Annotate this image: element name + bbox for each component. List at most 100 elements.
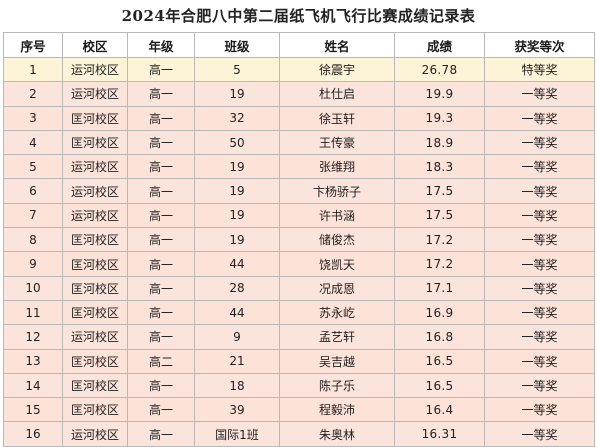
cell-score: 16.4 [394,397,485,423]
cell-name: 王传豪 [279,129,395,156]
cell-award: 一等奖 [484,227,595,253]
cell-rank: 13 [3,348,63,374]
table-body: 1 运河校区 高一 5 徐震宇 26.78 特等奖 2 运河校区 高一 19 杜仕启 19.9 一等奖 3 匡… [3,56,595,447]
cell-score: 16.9 [394,299,485,326]
header-name: 姓名 [279,32,395,58]
table-row: 13 匡河校区 高二 21 吴吉越 16.5 一等奖 [3,348,595,374]
cell-campus: 匡河校区 [62,275,128,301]
cell-grade: 高一 [127,227,195,253]
cell-name: 朱奥林 [279,421,395,447]
cell-award: 一等奖 [484,202,595,229]
cell-rank: 1 [3,56,63,83]
cell-score: 17.5 [394,178,485,204]
cell-score: 17.1 [394,275,485,301]
cell-rank: 4 [3,129,63,156]
cell-name: 许书涵 [279,202,395,229]
cell-class: 21 [194,348,280,374]
cell-grade: 高一 [127,299,195,326]
cell-grade: 高一 [127,178,195,204]
cell-score: 18.3 [394,154,485,180]
header-score: 成绩 [394,32,485,58]
cell-campus: 匡河校区 [62,397,128,423]
cell-grade: 高一 [127,105,195,131]
table-row: 10 匡河校区 高一 28 况成恩 17.1 一等奖 [3,275,595,301]
cell-campus: 匡河校区 [62,348,128,374]
cell-class: 28 [194,275,280,301]
cell-name: 徐震宇 [279,56,395,83]
cell-campus: 运河校区 [62,324,128,350]
cell-class: 50 [194,129,280,156]
header-award: 获奖等次 [484,32,595,58]
cell-rank: 14 [3,372,63,399]
cell-rank: 11 [3,299,63,326]
header-class: 班级 [194,32,280,58]
header-row: 序号 校区 年级 班级 姓名 成绩 获奖等次 [3,32,595,58]
cell-class: 18 [194,372,280,399]
cell-award: 一等奖 [484,251,595,277]
cell-award: 一等奖 [484,421,595,447]
cell-grade: 高一 [127,324,195,350]
cell-rank: 6 [3,178,63,204]
cell-grade: 高一 [127,421,195,447]
cell-class: 39 [194,397,280,423]
cell-score: 18.9 [394,129,485,156]
table-row: 9 匡河校区 高一 44 饶凯天 17.2 一等奖 [3,251,595,277]
cell-class: 9 [194,324,280,350]
cell-score: 16.8 [394,324,485,350]
cell-score: 26.78 [394,56,485,83]
header-grade: 年级 [127,32,195,58]
table-row: 12 运河校区 高一 9 孟艺轩 16.8 一等奖 [3,324,595,350]
cell-name: 况成恩 [279,275,395,301]
cell-award: 一等奖 [484,299,595,326]
cell-class: 19 [194,178,280,204]
cell-award: 一等奖 [484,397,595,423]
table-row: 8 匡河校区 高一 19 储俊杰 17.2 一等奖 [3,227,595,253]
cell-class: 国际1班 [194,421,280,447]
cell-class: 5 [194,56,280,83]
cell-grade: 高一 [127,397,195,423]
cell-award: 一等奖 [484,129,595,156]
cell-class: 44 [194,251,280,277]
cell-class: 44 [194,299,280,326]
cell-name: 卞杨骄子 [279,178,395,204]
cell-campus: 运河校区 [62,178,128,204]
cell-campus: 匡河校区 [62,105,128,131]
cell-campus: 匡河校区 [62,251,128,277]
cell-name: 饶凯天 [279,251,395,277]
cell-score: 19.3 [394,105,485,131]
table-row: 3 匡河校区 高一 32 徐玉轩 19.3 一等奖 [3,105,595,131]
cell-campus: 匡河校区 [62,129,128,156]
cell-grade: 高一 [127,154,195,180]
cell-award: 特等奖 [484,56,595,83]
cell-rank: 5 [3,154,63,180]
sheet-title: 2024年合肥八中第二届纸飞机飞行比赛成绩记录表 [121,7,476,25]
cell-award: 一等奖 [484,348,595,374]
table-row: 16 运河校区 高一 国际1班 朱奥林 16.31 一等奖 [3,421,595,447]
cell-campus: 匡河校区 [62,299,128,326]
cell-rank: 3 [3,105,63,131]
cell-grade: 高一 [127,81,195,107]
cell-score: 19.9 [394,81,485,107]
cell-name: 苏永屹 [279,299,395,326]
cell-class: 19 [194,154,280,180]
table-row: 2 运河校区 高一 19 杜仕启 19.9 一等奖 [3,81,595,107]
cell-award: 一等奖 [484,178,595,204]
cell-grade: 高一 [127,56,195,83]
cell-class: 19 [194,202,280,229]
table-row: 4 匡河校区 高一 50 王传豪 18.9 一等奖 [3,129,595,156]
cell-score: 16.5 [394,372,485,399]
table-row: 5 运河校区 高一 19 张维翔 18.3 一等奖 [3,154,595,180]
cell-campus: 匡河校区 [62,227,128,253]
cell-rank: 2 [3,81,63,107]
cell-score: 17.5 [394,202,485,229]
results-table: 序号 校区 年级 班级 姓名 成绩 获奖等次 1 运河校区 高一 5 徐震宇 26.78 特… [3,32,595,447]
cell-rank: 16 [3,421,63,447]
cell-name: 储俊杰 [279,227,395,253]
cell-campus: 运河校区 [62,202,128,229]
table-row: 15 匡河校区 高一 39 程毅沛 16.4 一等奖 [3,397,595,423]
table-row: 7 运河校区 高一 19 许书涵 17.5 一等奖 [3,202,595,229]
table-row: 1 运河校区 高一 5 徐震宇 26.78 特等奖 [3,56,595,83]
table-row: 11 匡河校区 高一 44 苏永屹 16.9 一等奖 [3,299,595,326]
cell-award: 一等奖 [484,105,595,131]
cell-name: 孟艺轩 [279,324,395,350]
